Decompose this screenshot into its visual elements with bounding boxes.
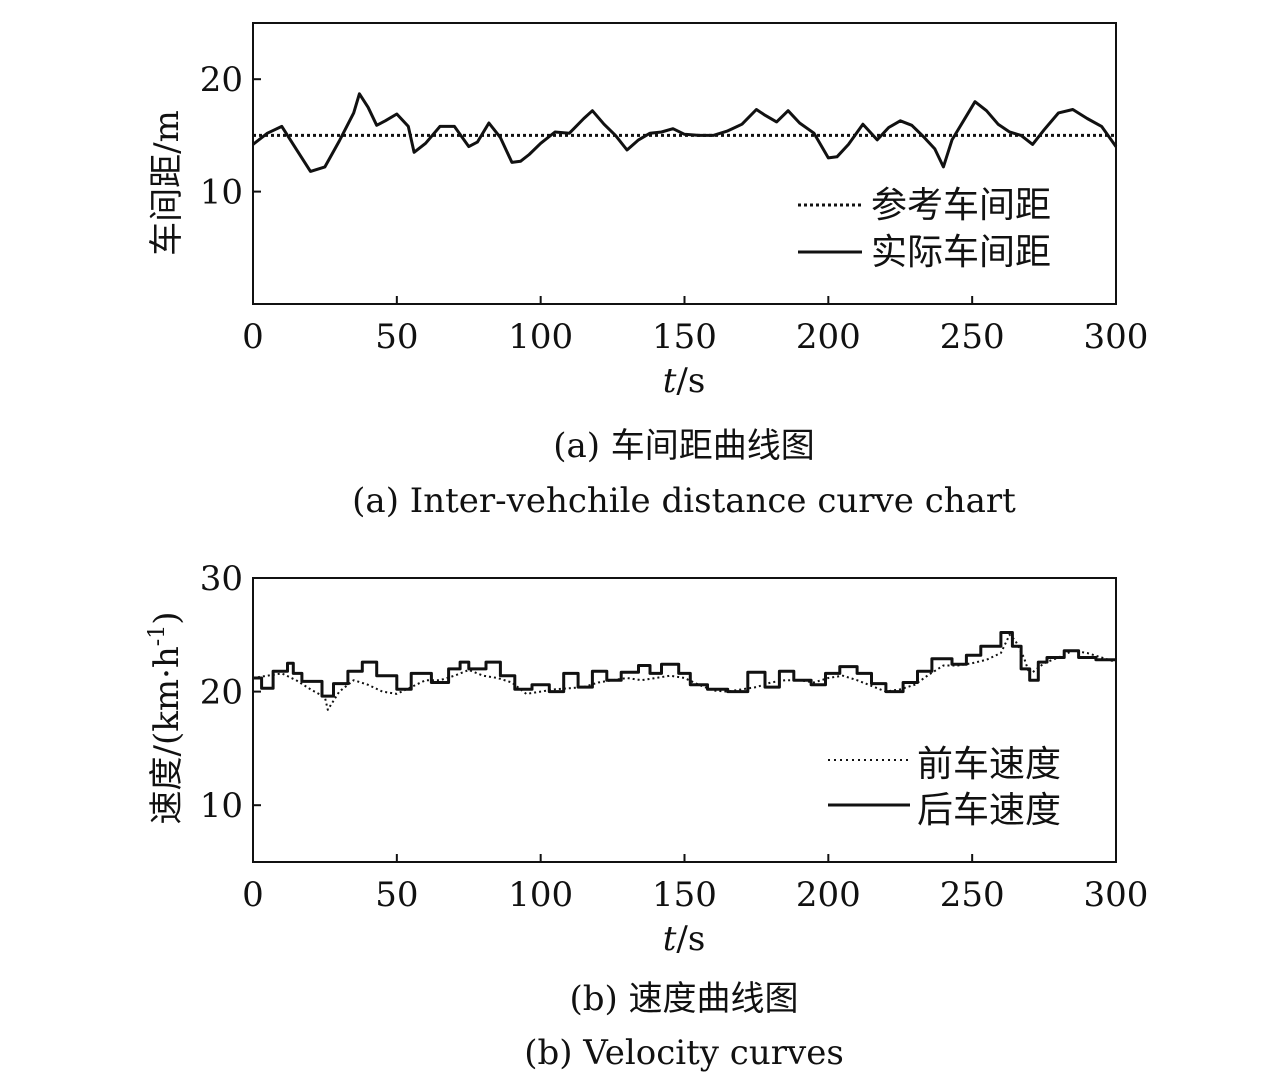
legend-label-leading: 前车速度 <box>917 744 1061 785</box>
x-tick-label: 100 <box>508 317 573 357</box>
caption-en: (a) Inter-vehchile distance curve chart <box>352 481 1016 521</box>
legend-label-reference: 参考车间距 <box>871 185 1051 226</box>
x-tick-label: 250 <box>940 317 1005 357</box>
x-tick-label: 300 <box>1084 875 1149 915</box>
y-tick-label: 30 <box>200 559 243 599</box>
x-tick-label: 250 <box>940 875 1005 915</box>
series-line-solid-1 <box>252 92 1118 173</box>
series-layer <box>252 92 1118 173</box>
caption-en: (b) Velocity curves <box>524 1033 844 1073</box>
caption-cn: (a) 车间距曲线图 <box>553 426 815 466</box>
velocity-chart: 0 50 100 150 200 250 300 10 20 30 速度/(km·h-1) t/… <box>145 559 1148 1073</box>
y-axis-label-sup: -1 <box>145 625 170 646</box>
legend: 前车速度 后车速度 <box>828 744 1061 831</box>
x-tick-layer: 0 50 100 150 200 250 300 <box>242 854 1148 915</box>
x-axis-variable: t <box>663 361 677 401</box>
x-tick-label: 200 <box>796 317 861 357</box>
x-axis-variable: t <box>663 919 677 959</box>
legend-label-actual: 实际车间距 <box>871 232 1051 273</box>
y-tick-label: 10 <box>200 786 243 826</box>
y-axis-label: 车间距/m <box>147 110 187 256</box>
y-axis-label: 速度/(km·h-1) <box>145 612 187 825</box>
y-tick-label: 20 <box>200 673 243 713</box>
series-line-solid-1 <box>253 631 1116 698</box>
x-tick-label: 100 <box>508 875 573 915</box>
series-layer <box>252 631 1117 711</box>
x-tick-label: 0 <box>242 875 264 915</box>
x-tick-label: 50 <box>375 875 418 915</box>
x-tick-label: 200 <box>796 875 861 915</box>
x-tick-label: 0 <box>242 317 264 357</box>
y-tick-label: 10 <box>200 173 243 213</box>
y-axis-label-end: ) <box>147 612 187 625</box>
x-tick-label: 150 <box>652 317 717 357</box>
x-axis-unit: /s <box>676 919 705 959</box>
x-axis-unit: /s <box>676 361 705 401</box>
y-tick-layer: 10 20 <box>200 60 261 213</box>
legend: 参考车间距 实际车间距 <box>798 185 1051 273</box>
y-tick-layer: 10 20 30 <box>200 559 261 826</box>
x-axis-label: t/s <box>663 919 706 959</box>
x-axis-label: t/s <box>663 361 706 401</box>
x-tick-label: 150 <box>652 875 717 915</box>
y-tick-label: 20 <box>200 60 243 100</box>
y-axis-label-main: 速度/(km·h <box>147 646 187 824</box>
x-tick-label: 300 <box>1084 317 1149 357</box>
distance-chart: 0 50 100 150 200 250 300 10 20 车间距/m t/s 参考车间距 … <box>147 22 1148 521</box>
caption-cn: (b) 速度曲线图 <box>569 979 798 1019</box>
legend-label-following: 后车速度 <box>917 790 1061 831</box>
x-tick-label: 50 <box>375 317 418 357</box>
x-tick-layer: 0 50 100 150 200 250 300 <box>242 296 1148 357</box>
